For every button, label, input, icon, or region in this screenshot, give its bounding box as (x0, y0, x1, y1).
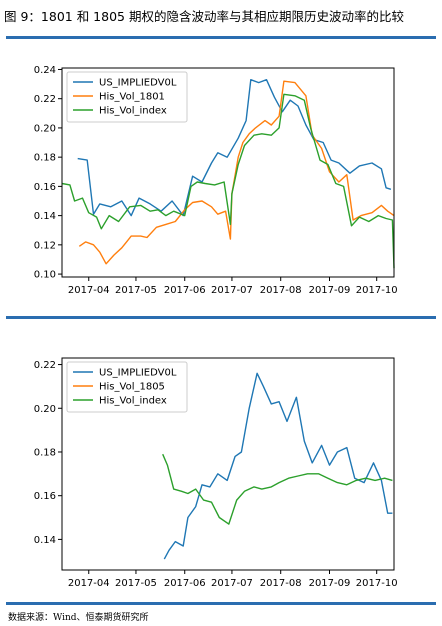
x-tick-label: 2017-08 (260, 285, 302, 296)
bottom-divider (6, 602, 436, 605)
x-tick-label: 2017-09 (309, 285, 351, 296)
legend-label: US_IMPLIEDV0L (99, 368, 177, 379)
series-line-0 (77, 79, 392, 217)
legend-label: His_Vol_index (99, 396, 167, 407)
x-tick-label: 2017-07 (211, 578, 253, 589)
x-tick-label: 2017-07 (211, 285, 253, 296)
legend-label: US_IMPLIEDV0L (99, 78, 177, 89)
y-tick-label: 0.24 (34, 65, 56, 76)
x-tick-label: 2017-06 (164, 285, 206, 296)
series-line-2 (61, 93, 395, 269)
chart-1801: 0.10 0.12 0.14 0.16 0.18 0.20 0.22 0.24 2017-04 2… (34, 65, 398, 296)
top-divider (6, 36, 436, 39)
middle-divider (6, 316, 436, 319)
x-tick-label: 2017-06 (164, 578, 206, 589)
plot-frame (61, 67, 395, 278)
plot-frame (61, 357, 395, 571)
y-tick-label: 0.18 (34, 447, 56, 458)
legend-box (66, 361, 188, 413)
y-tick-label: 0.14 (34, 535, 56, 546)
x-tick-label: 2017-04 (68, 285, 110, 296)
x-tick-label: 2017-09 (309, 578, 351, 589)
y-tick-label: 0.16 (34, 491, 56, 502)
series-line-1 (78, 80, 395, 265)
y-tick-label: 0.20 (34, 123, 56, 134)
x-tick-label: 2017-05 (115, 578, 157, 589)
y-tick-label: 0.16 (34, 182, 56, 193)
x-tick-label: 2017-04 (68, 578, 110, 589)
data-source-note: 数据来源：Wind、恒泰期货研究所 (8, 613, 149, 623)
y-tick-label: 0.12 (34, 240, 56, 251)
y-tick-label: 0.14 (34, 211, 56, 222)
chart-1805: 0.14 0.16 0.18 0.20 0.22 2017-04 2017-05 2017-0… (34, 357, 398, 589)
legend-label: His_Vol_1801 (99, 92, 165, 103)
x-tick-label: 2017-10 (356, 578, 398, 589)
figure-title: 图 9：1801 和 1805 期权的隐含波动率与其相应期限历史波动率的比较 (4, 9, 404, 24)
x-tick-label: 2017-05 (115, 285, 157, 296)
legend-label: His_Vol_1805 (99, 382, 165, 393)
y-tick-label: 0.18 (34, 153, 56, 164)
y-tick-label: 0.10 (34, 270, 56, 281)
series-line-0 (163, 372, 393, 560)
x-tick-label: 2017-10 (356, 285, 398, 296)
legend-box (66, 71, 188, 123)
y-tick-label: 0.22 (34, 360, 56, 371)
y-tick-label: 0.22 (34, 94, 56, 105)
legend-label: His_Vol_index (99, 106, 167, 117)
series-line-1 (162, 453, 393, 525)
x-tick-label: 2017-08 (260, 578, 302, 589)
y-tick-label: 0.20 (34, 404, 56, 415)
